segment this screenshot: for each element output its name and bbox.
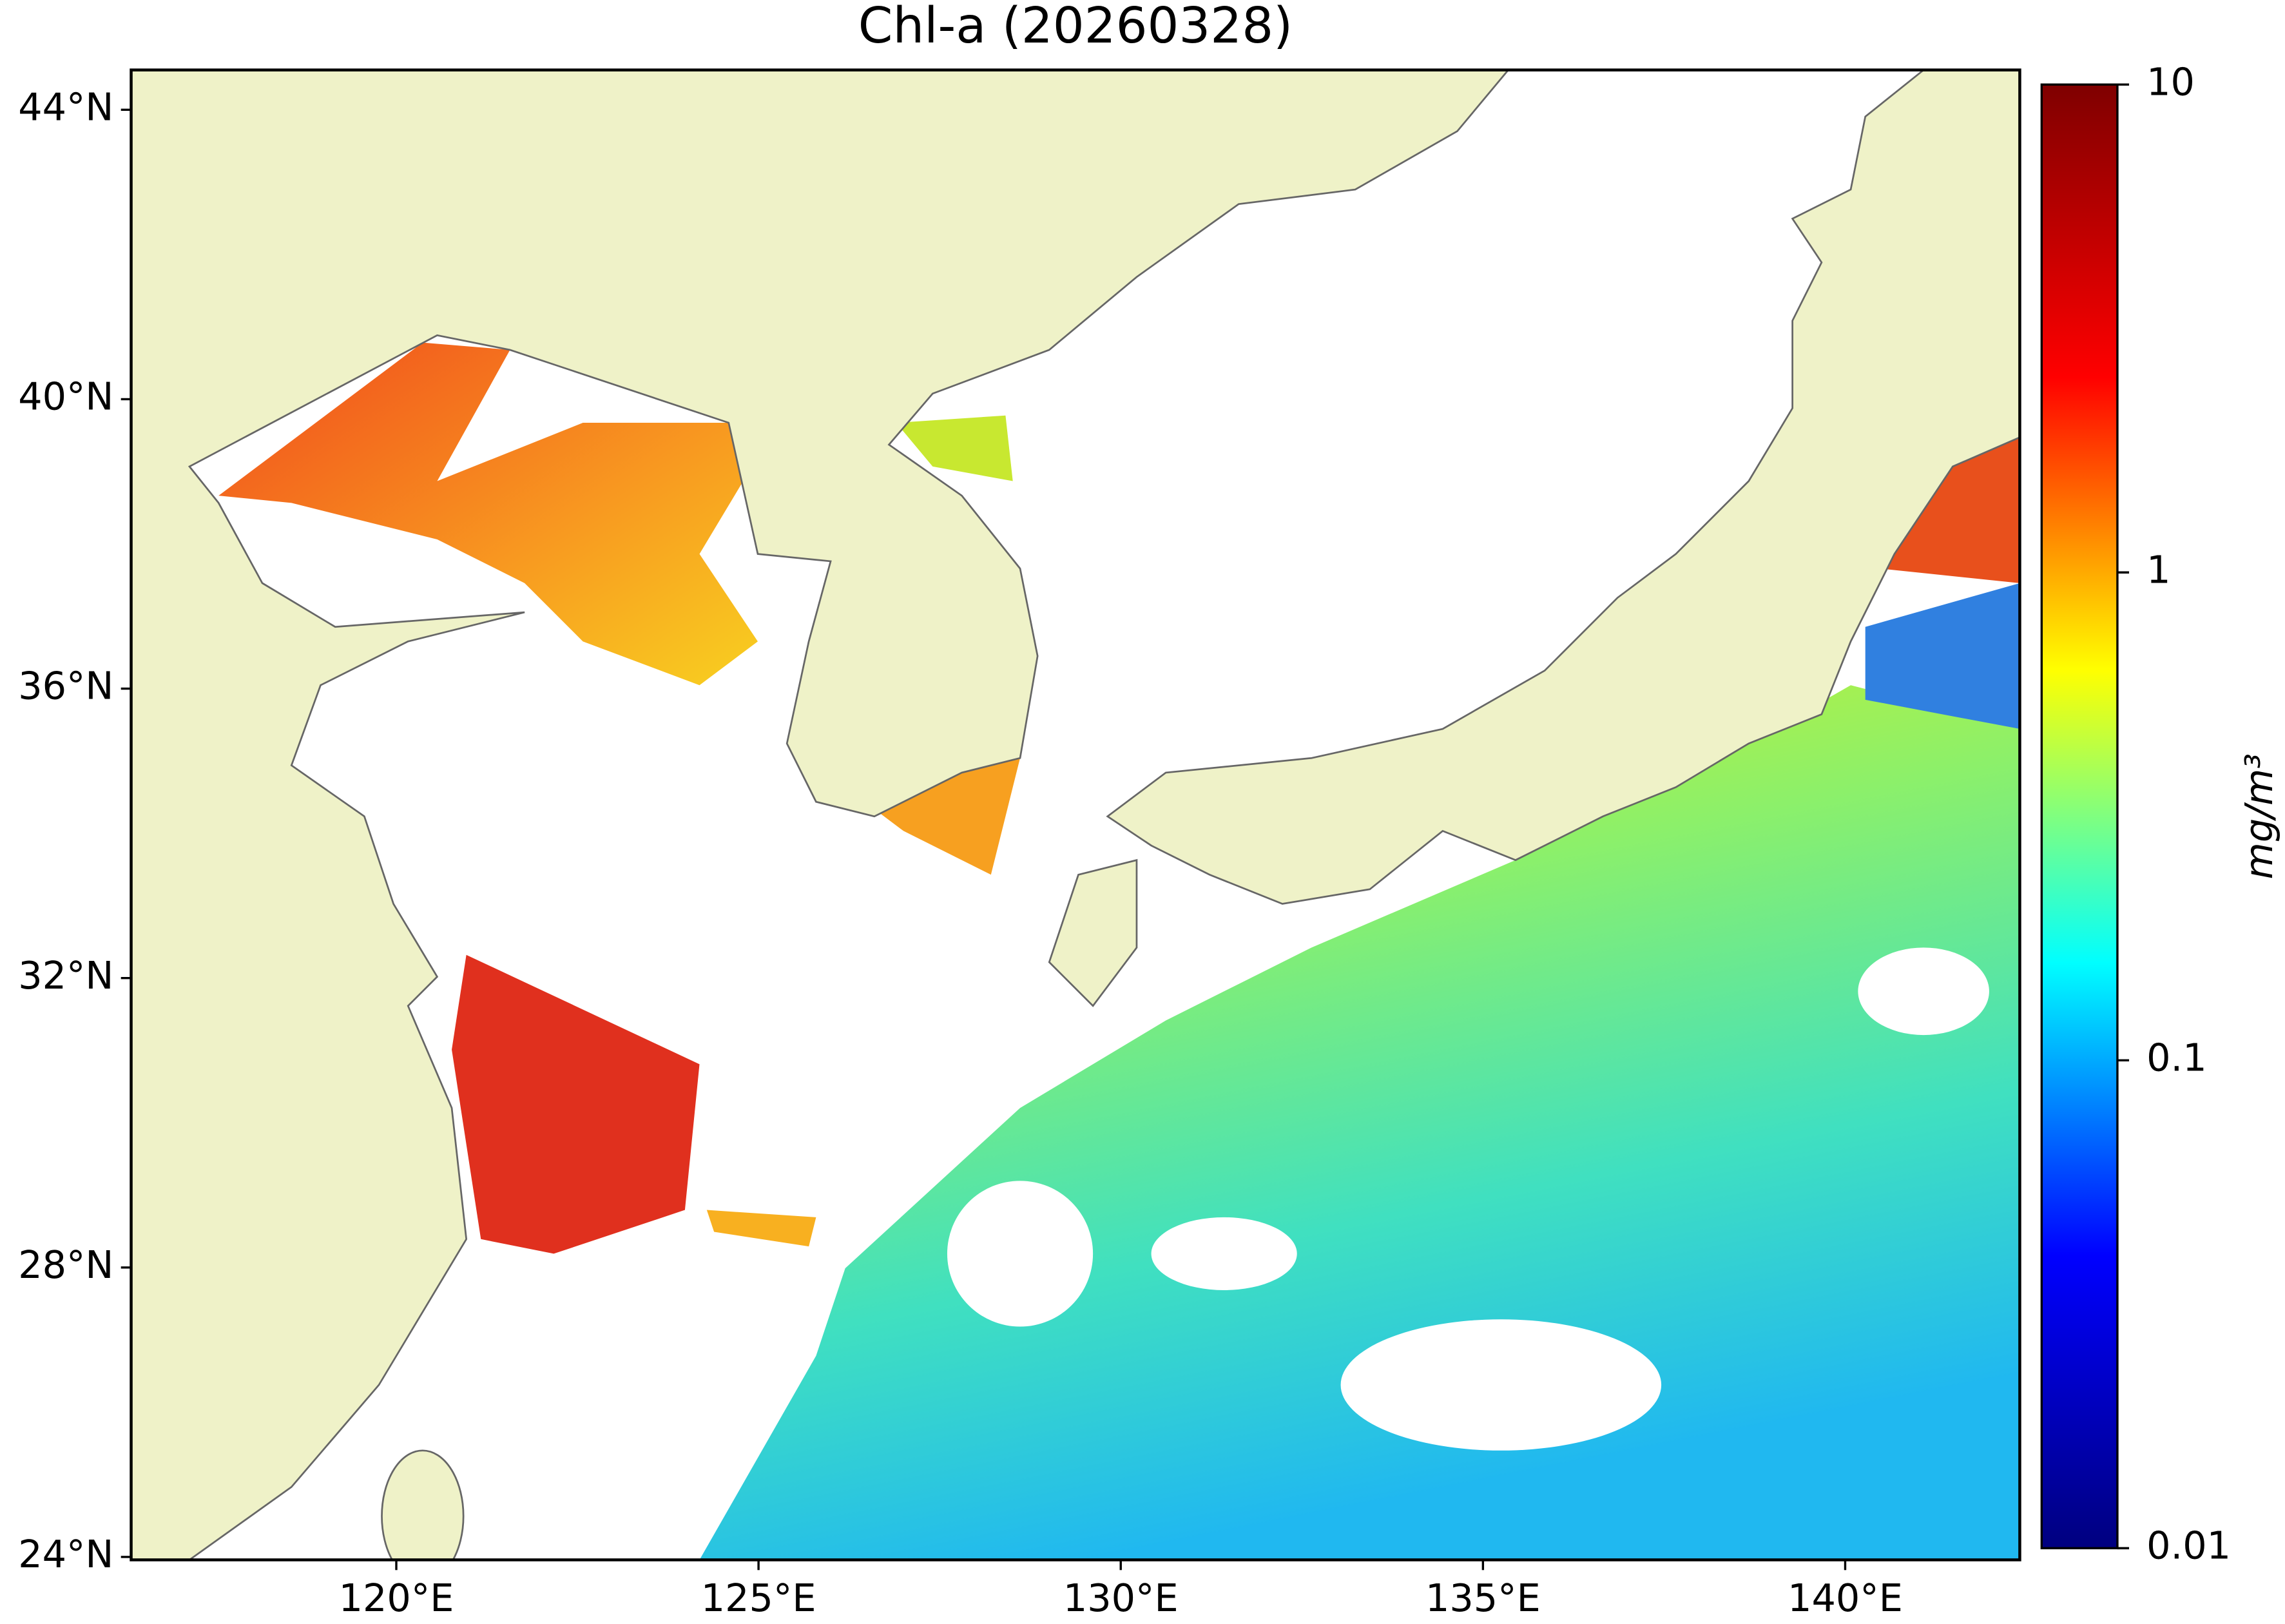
y-tick-label: 36°N — [18, 664, 113, 708]
y-tick-label: 24°N — [18, 1532, 113, 1576]
chl-field-bohai — [218, 342, 758, 686]
colorbar — [2040, 83, 2119, 1550]
map-area — [131, 70, 2020, 1560]
land — [131, 70, 2020, 1560]
y-tick-label: 28°N — [18, 1242, 113, 1287]
chl-field-sanriku — [1880, 437, 2020, 583]
map-frame — [130, 68, 2021, 1561]
x-tick-label: 120°E — [339, 1576, 454, 1620]
x-tick-label: 130°E — [1063, 1576, 1179, 1620]
x-tick-label: 135°E — [1425, 1576, 1541, 1620]
x-tick-label: 140°E — [1788, 1576, 1903, 1620]
japan — [1106, 70, 2020, 905]
chl-field-korea-east — [896, 415, 1013, 481]
colorbar-tick-label: 0.01 — [2146, 1523, 2231, 1567]
chl-field-kuroshio — [1865, 583, 2020, 730]
colorbar-tick-label: 10 — [2146, 59, 2195, 104]
x-tick-label: 125°E — [701, 1576, 816, 1620]
colorbar-label: mg/m³ — [2237, 753, 2281, 879]
taiwan — [381, 1449, 465, 1560]
chl-field-pacific — [699, 685, 2020, 1560]
y-tick-label: 32°N — [18, 953, 113, 998]
cloud-patches — [947, 947, 1989, 1451]
chl-field-ecs — [452, 954, 700, 1254]
kyushu — [1048, 858, 1138, 1007]
colorbar-tick-label: 1 — [2146, 547, 2170, 592]
colorbar-tick-label: 0.1 — [2146, 1035, 2207, 1079]
y-tick-label: 44°N — [18, 84, 113, 129]
y-tick-label: 40°N — [18, 374, 113, 419]
title: Chl-a (20260328) — [858, 0, 1293, 55]
chl-field-patch — [706, 1210, 816, 1247]
mainland — [131, 70, 1510, 1560]
